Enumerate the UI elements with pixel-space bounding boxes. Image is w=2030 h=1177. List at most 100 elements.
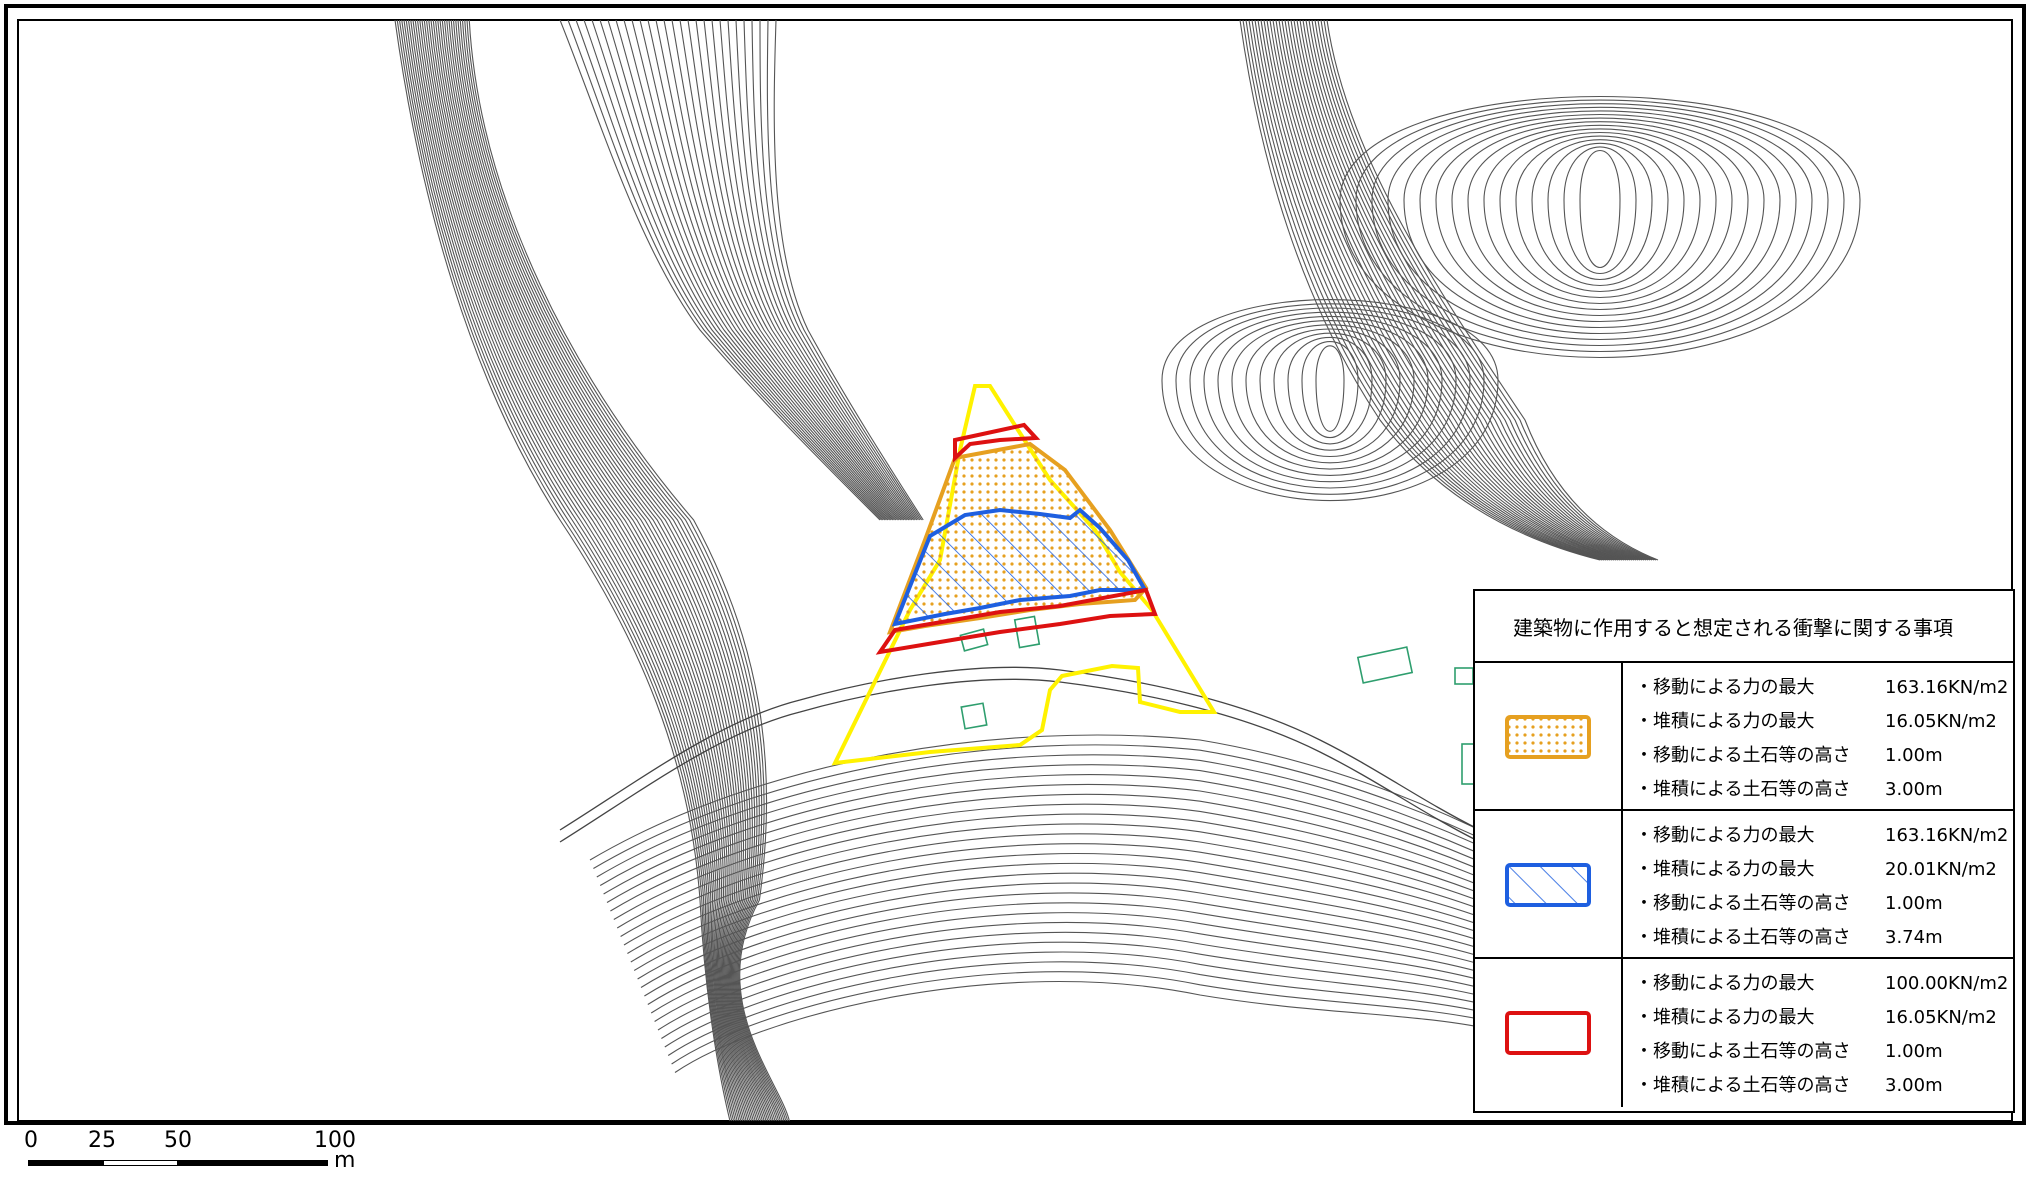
contour-line <box>446 20 772 1122</box>
legend-value: 1.00m <box>1885 745 1943 766</box>
contour-line <box>679 20 905 521</box>
legend-line: ・移動による力の最大 163.16KN/m2 <box>1635 671 2010 705</box>
contour-line <box>1245 20 1605 561</box>
contour-line <box>466 20 789 1122</box>
contour-line <box>1371 103 1829 347</box>
contour-line <box>735 20 916 521</box>
legend-value: 163.16KN/m2 <box>1885 825 2009 846</box>
contour-line <box>640 882 1501 988</box>
legend-line: ・移動による土石等の高さ 1.00m <box>1635 1035 2010 1069</box>
contour-line <box>631 20 895 521</box>
building <box>1013 615 1041 649</box>
contour-line <box>1326 20 1659 561</box>
legend-value: 16.05KN/m2 <box>1885 711 1997 732</box>
contour-line <box>421 20 753 1122</box>
contour-line <box>1217 315 1443 476</box>
contour-line <box>599 20 889 521</box>
legend-label: ・堆積による土石等の高さ <box>1635 1075 1851 1096</box>
contour-line <box>1305 20 1645 561</box>
contour-line <box>674 981 1501 1073</box>
legend-line: ・堆積による土石等の高さ 3.00m <box>1635 1069 2010 1103</box>
contour-line <box>1260 20 1615 561</box>
contour-line <box>441 20 769 1122</box>
legend-value: 1.00m <box>1885 893 1943 914</box>
contour-line <box>1311 20 1649 561</box>
contour-line <box>623 20 894 521</box>
contour-line <box>1299 20 1641 561</box>
contour-line <box>616 813 1501 929</box>
contour-line <box>633 862 1501 971</box>
contour-line <box>711 20 911 521</box>
legend-line: ・移動による力の最大 100.00KN/m2 <box>1635 967 2010 1001</box>
contour-line <box>603 774 1501 895</box>
contour-line <box>644 892 1501 997</box>
contour-line <box>596 754 1501 878</box>
contour-line <box>1483 128 1717 304</box>
contour-line <box>1189 307 1471 489</box>
contour-line <box>1251 20 1609 561</box>
contour-line <box>591 20 887 521</box>
contour-line <box>430 20 760 1122</box>
contour-line <box>606 783 1501 903</box>
legend-label: ・堆積による土石等の高さ <box>1635 779 1851 800</box>
contour-line <box>1272 20 1623 561</box>
legend-label: ・移動による力の最大 <box>1635 677 1815 698</box>
scale-tick-label: 25 <box>88 1128 116 1153</box>
legend-line: ・移動による力の最大 163.16KN/m2 <box>1635 819 2010 853</box>
contour-line <box>1203 311 1457 483</box>
scale-tick-label: 0 <box>24 1128 38 1153</box>
contour-line <box>416 20 749 1122</box>
legend-line: ・移動による土石等の高さ 1.00m <box>1635 739 2010 773</box>
legend-label: ・堆積による力の最大 <box>1635 711 1815 732</box>
contour-line <box>414 20 747 1122</box>
contour-line <box>455 20 780 1122</box>
contour-line <box>1387 106 1813 340</box>
legend-line: ・堆積による力の最大 16.05KN/m2 <box>1635 1001 2010 1035</box>
contour-line <box>687 20 907 521</box>
contour-line <box>759 20 921 521</box>
contour-line <box>620 823 1501 937</box>
contour-line <box>439 20 767 1122</box>
contour-line <box>464 20 787 1122</box>
contour-line <box>1245 324 1415 464</box>
legend-swatch-cell <box>1475 959 1623 1107</box>
legend-label: ・堆積による力の最大 <box>1635 859 1815 880</box>
scale-segment <box>178 1160 328 1166</box>
legend-row-red: ・移動による力の最大 100.00KN/m2 ・堆積による力の最大 16.05KN/… <box>1475 959 2013 1107</box>
contour-line <box>1302 20 1643 561</box>
contour-line <box>1239 20 1601 561</box>
contour-line <box>1175 303 1485 495</box>
legend-line: ・堆積による土石等の高さ 3.00m <box>1635 773 2010 807</box>
contour-line <box>457 20 781 1122</box>
contour-line <box>1301 341 1359 438</box>
red-zone-bottom <box>875 587 1158 655</box>
contour-line <box>671 971 1501 1065</box>
scale-tick-label: 50 <box>164 1128 192 1153</box>
scale-segment <box>28 1160 103 1166</box>
contour-line <box>667 961 1501 1056</box>
legend-label: ・移動による土石等の高さ <box>1635 893 1851 914</box>
legend-swatch-cell <box>1475 811 1623 957</box>
contour-line <box>639 20 897 521</box>
scale-segment <box>103 1160 178 1166</box>
legend-value: 3.00m <box>1885 1075 1943 1096</box>
legend-value: 20.01KN/m2 <box>1885 859 1997 880</box>
contour-line <box>1296 20 1639 561</box>
contour-line <box>743 20 918 521</box>
contour-line <box>599 764 1501 886</box>
contour-line <box>428 20 758 1122</box>
blue-hatched-swatch <box>1505 863 1591 907</box>
map-inner-border <box>17 19 2013 1122</box>
contour-line <box>1323 20 1657 561</box>
contour-line <box>459 20 783 1122</box>
legend-value: 3.00m <box>1885 779 1943 800</box>
contour-line <box>671 20 903 521</box>
legend-value: 163.16KN/m2 <box>1885 677 2009 698</box>
contour-line <box>452 20 778 1122</box>
legend-value: 100.00KN/m2 <box>1885 973 2009 994</box>
contour-line <box>650 912 1501 1014</box>
contour-line <box>1579 149 1621 268</box>
contour-line <box>401 20 736 1122</box>
legend-line: ・堆積による力の最大 20.01KN/m2 <box>1635 853 2010 887</box>
contour-line <box>627 843 1501 954</box>
